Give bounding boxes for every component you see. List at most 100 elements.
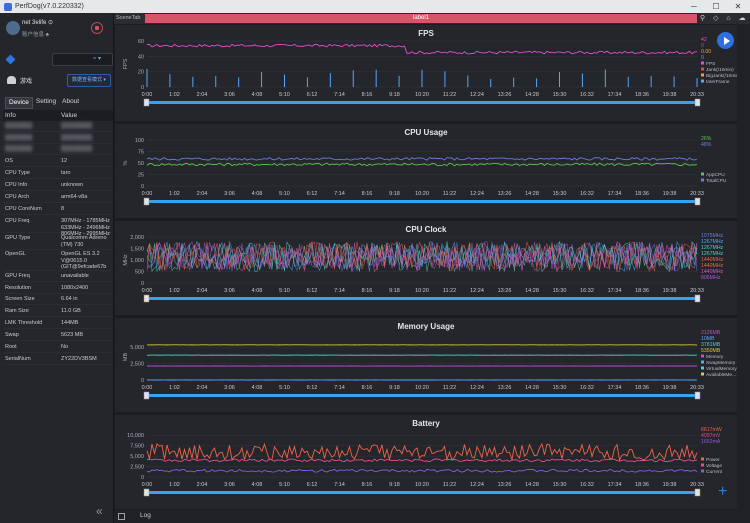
x-tick-label: 6:12 bbox=[307, 482, 318, 488]
x-tick-label: 7:14 bbox=[334, 92, 345, 98]
timeline-scrubber[interactable] bbox=[145, 394, 699, 397]
chart-svg[interactable]: 0 25 50 75 100% 0:00 1:02 2:04 3:06 4:08 5:10 6:12 7… bbox=[115, 124, 737, 218]
timeline-handle[interactable] bbox=[694, 98, 701, 107]
record-button[interactable] bbox=[91, 22, 103, 34]
series-readout: 6617mW bbox=[701, 427, 722, 433]
info-value: 144MB bbox=[61, 320, 79, 326]
legend-label: TotalCPU bbox=[706, 178, 727, 184]
x-tick-label: 17:34 bbox=[608, 482, 622, 488]
toolbar-icons[interactable]: ⚲ ◇ ⌂ ☁ bbox=[700, 15, 749, 22]
series-readout: 0 bbox=[701, 55, 704, 61]
side-scrollbar[interactable] bbox=[737, 24, 750, 510]
info-key: CPU CoreNum bbox=[5, 206, 42, 212]
x-tick-label: 5:10 bbox=[279, 385, 290, 391]
legend-label: Voltage bbox=[706, 463, 722, 469]
collapse-panel-icon[interactable]: « bbox=[96, 504, 103, 518]
y-tick-label: 40 bbox=[138, 54, 144, 60]
x-tick-label: 19:38 bbox=[663, 191, 677, 197]
y-tick-label: 2,500 bbox=[130, 465, 144, 471]
log-toggle-icon[interactable] bbox=[118, 513, 125, 520]
chart-svg[interactable]: 0 2,500 5,000 7,500 10,000 0:00 1:02 2:04 3:06 4:… bbox=[115, 415, 737, 509]
x-tick-label: 13:26 bbox=[498, 482, 512, 488]
timeline-handle[interactable] bbox=[694, 197, 701, 206]
legend-label: Memory bbox=[706, 354, 724, 360]
x-tick-label: 5:10 bbox=[279, 288, 290, 294]
x-tick-label: 2:04 bbox=[197, 482, 208, 488]
tab-device[interactable]: Device bbox=[5, 97, 33, 109]
x-tick-label: 10:20 bbox=[415, 482, 429, 488]
info-row: Swap 5623 MB bbox=[3, 330, 113, 341]
series-readout: 1440MHz bbox=[701, 257, 724, 263]
info-row: GPU Type Qualcomm Adreno (TM) 730 bbox=[3, 233, 113, 250]
info-key: CPU Arch bbox=[5, 194, 30, 200]
x-tick-label: 8:16 bbox=[362, 482, 373, 488]
legend-label: Current bbox=[706, 469, 723, 475]
close-button[interactable]: ✕ bbox=[734, 2, 742, 11]
timeline-handle[interactable] bbox=[694, 294, 701, 303]
info-row: SerialNum ZY22DV3BSM bbox=[3, 354, 113, 365]
tab-about[interactable]: About bbox=[62, 98, 80, 105]
chart-svg[interactable]: 0 500 1,000 1,500 2,000 MHz 0:00 1:02 2:04 3:06 4:… bbox=[115, 221, 737, 315]
timeline-handle[interactable] bbox=[143, 294, 150, 303]
x-tick-label: 14:28 bbox=[525, 191, 539, 197]
x-tick-label: 17:34 bbox=[608, 385, 622, 391]
x-tick-label: 12:24 bbox=[470, 385, 484, 391]
legend-swatch bbox=[701, 469, 704, 473]
y-tick-label: 0 bbox=[141, 85, 144, 91]
avatar[interactable] bbox=[6, 21, 20, 35]
timeline-handle[interactable] bbox=[694, 391, 701, 400]
x-tick-label: 0:00 bbox=[142, 92, 153, 98]
timeline-handle[interactable] bbox=[694, 488, 701, 497]
info-row: ███████ ████████ bbox=[3, 144, 113, 155]
scene-label[interactable]: label1 bbox=[145, 14, 697, 23]
device-select[interactable]: ≈ ▾ bbox=[52, 53, 113, 66]
log-label[interactable]: Log bbox=[140, 512, 151, 519]
timeline-handle[interactable] bbox=[143, 488, 150, 497]
series-readout: 48% bbox=[701, 142, 712, 148]
x-tick-label: 14:28 bbox=[525, 92, 539, 98]
info-value: 5623 MB bbox=[61, 332, 84, 338]
timeline-scrubber[interactable] bbox=[145, 101, 699, 104]
timeline-scrubber[interactable] bbox=[145, 200, 699, 203]
add-chart-button[interactable]: + bbox=[718, 483, 728, 500]
series-line-current bbox=[146, 468, 698, 473]
info-key: OS bbox=[5, 158, 13, 164]
x-tick-label: 17:34 bbox=[608, 92, 622, 98]
x-tick-label: 13:26 bbox=[498, 92, 512, 98]
y-tick-label: 1,000 bbox=[130, 258, 144, 264]
info-row: Root No bbox=[3, 342, 113, 353]
scene-tab[interactable]: SceneTab bbox=[116, 15, 141, 21]
y-tick-label: 20 bbox=[138, 70, 144, 76]
window-title: PerfDog(v7.0.220332) bbox=[15, 3, 84, 10]
x-tick-label: 1:02 bbox=[169, 92, 180, 98]
info-key: OpenGL bbox=[5, 251, 26, 257]
x-tick-label: 7:14 bbox=[334, 288, 345, 294]
info-key: CPU Type bbox=[5, 170, 30, 176]
series-line-power bbox=[146, 442, 698, 462]
x-tick-label: 6:12 bbox=[307, 288, 318, 294]
x-tick-label: 3:06 bbox=[224, 191, 235, 197]
x-tick-label: 1:02 bbox=[169, 385, 180, 391]
x-tick-label: 13:26 bbox=[498, 191, 512, 197]
timeline-scrubber[interactable] bbox=[145, 491, 699, 494]
x-tick-label: 11:22 bbox=[443, 482, 456, 488]
legend-label: InterFrame bbox=[706, 79, 730, 85]
app-mode-select[interactable]: 数据查看模式 ▾ bbox=[67, 74, 111, 87]
timeline-scrubber[interactable] bbox=[145, 297, 699, 300]
chart-title: CPU Clock bbox=[405, 225, 447, 234]
x-tick-label: 3:06 bbox=[224, 482, 235, 488]
chart-svg[interactable]: 0 20 40 60 FPS 0:00 1:02 2:04 3:06 4:08 5:10 6:12 7:… bbox=[115, 25, 741, 121]
y-tick-label: 0 bbox=[141, 281, 144, 287]
maximize-button[interactable]: ☐ bbox=[712, 2, 720, 11]
minimize-button[interactable]: ─ bbox=[691, 2, 697, 11]
info-row: GPU Freq unavailable bbox=[3, 271, 113, 282]
tab-setting[interactable]: Setting bbox=[35, 98, 57, 105]
timeline-handle[interactable] bbox=[143, 391, 150, 400]
user-name[interactable]: net 3elife ⊙ bbox=[22, 20, 54, 26]
play-button[interactable] bbox=[717, 32, 734, 49]
timeline-handle[interactable] bbox=[143, 197, 150, 206]
account-info-link[interactable]: 账户信息 ♣ bbox=[22, 32, 50, 38]
y-axis-label: MHz bbox=[123, 254, 129, 266]
timeline-handle[interactable] bbox=[143, 98, 150, 107]
